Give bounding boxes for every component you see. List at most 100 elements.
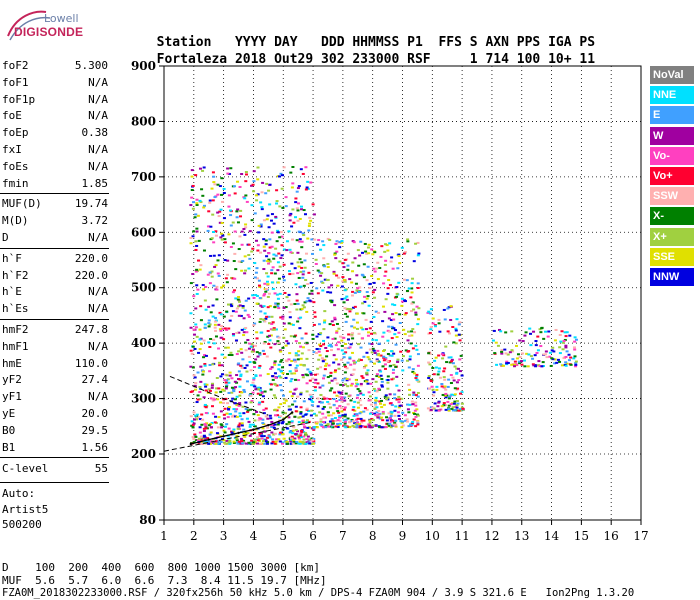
footer-muf-unit: [MHz] <box>293 574 327 587</box>
echo-point <box>393 329 397 332</box>
echo-point <box>270 213 274 216</box>
echo-point <box>343 289 347 292</box>
echo-point <box>415 378 419 381</box>
echo-point <box>194 307 198 310</box>
echo-point <box>368 327 372 330</box>
echo-point <box>287 423 291 426</box>
echo-point <box>400 297 404 300</box>
echo-point <box>406 240 410 243</box>
echo-point <box>321 420 325 423</box>
echo-point <box>260 208 264 211</box>
echo-point <box>563 338 567 341</box>
echo-point <box>292 392 296 395</box>
echo-point <box>363 242 367 245</box>
echo-point <box>232 390 236 393</box>
echo-point <box>411 277 415 280</box>
echo-point <box>319 366 323 369</box>
echo-point <box>272 222 276 225</box>
y-tick-label: 900 <box>131 59 156 73</box>
echo-point <box>300 430 304 433</box>
echo-point <box>378 402 382 405</box>
echo-point <box>353 257 357 260</box>
echo-point <box>500 352 504 355</box>
echo-point <box>259 310 263 313</box>
echo-point <box>310 252 314 255</box>
echo-point <box>284 376 288 379</box>
echo-point <box>249 345 253 348</box>
echo-point <box>517 360 521 363</box>
echo-point <box>427 361 431 364</box>
echo-point <box>295 308 299 311</box>
echo-point <box>208 282 212 285</box>
echo-point <box>250 342 254 345</box>
echo-point <box>316 405 320 408</box>
footer-d-value: 400 <box>101 561 122 574</box>
echo-point <box>308 292 312 295</box>
param-separator <box>0 482 109 484</box>
echo-point <box>454 329 458 332</box>
echo-point <box>264 239 268 242</box>
echo-point <box>271 266 275 269</box>
echo-point <box>267 258 271 261</box>
echo-point <box>400 300 404 303</box>
echo-point <box>447 356 451 359</box>
echo-point <box>385 416 389 419</box>
echo-point <box>191 207 195 210</box>
param-value: N/A <box>88 231 108 244</box>
echo-point <box>434 356 438 359</box>
echo-point <box>349 343 353 346</box>
echo-point <box>227 353 231 356</box>
echo-point <box>279 172 283 175</box>
echo-point <box>393 409 397 412</box>
echo-point <box>205 422 209 425</box>
echo-point <box>203 326 207 329</box>
echo-point <box>432 407 436 410</box>
echo-point <box>520 363 524 366</box>
echo-point <box>194 323 198 326</box>
echo-point <box>342 336 346 339</box>
echo-point <box>294 405 298 408</box>
echo-point <box>353 422 357 425</box>
echo-point <box>313 238 317 241</box>
echo-point <box>326 411 330 414</box>
echo-point <box>198 418 202 421</box>
echo-point <box>300 352 304 355</box>
echo-point <box>270 231 274 234</box>
echo-point <box>315 421 319 424</box>
header-val-yyyy: 2018 <box>234 52 267 67</box>
echo-point <box>287 230 291 233</box>
echo-point <box>324 346 328 349</box>
echo-point <box>560 364 564 367</box>
echo-point <box>333 337 337 340</box>
echo-point <box>345 298 349 301</box>
echo-point <box>394 365 398 368</box>
echo-point <box>285 240 289 243</box>
echo-point <box>298 434 302 437</box>
echo-point <box>329 349 333 352</box>
echo-point <box>429 326 433 329</box>
echo-point <box>265 280 269 283</box>
echo-point <box>416 391 420 394</box>
echo-point <box>382 355 386 358</box>
echo-point <box>340 349 344 352</box>
echo-point <box>258 393 262 396</box>
echo-point <box>563 331 567 334</box>
echo-point <box>331 337 335 340</box>
echo-point <box>231 291 235 294</box>
echo-point <box>362 276 366 279</box>
echo-point <box>220 193 224 196</box>
echo-point <box>431 317 435 320</box>
echo-point <box>437 370 441 373</box>
echo-point <box>220 286 224 289</box>
echo-point <box>374 380 378 383</box>
echo-point <box>290 438 294 441</box>
echo-point <box>304 279 308 282</box>
echo-point <box>500 350 504 353</box>
echo-point <box>558 333 562 336</box>
echo-point <box>319 393 323 396</box>
echo-point <box>257 388 261 391</box>
echo-point <box>277 252 281 255</box>
x-tick-label: 4 <box>250 529 258 543</box>
echo-point <box>213 357 217 360</box>
echo-point <box>339 383 343 386</box>
